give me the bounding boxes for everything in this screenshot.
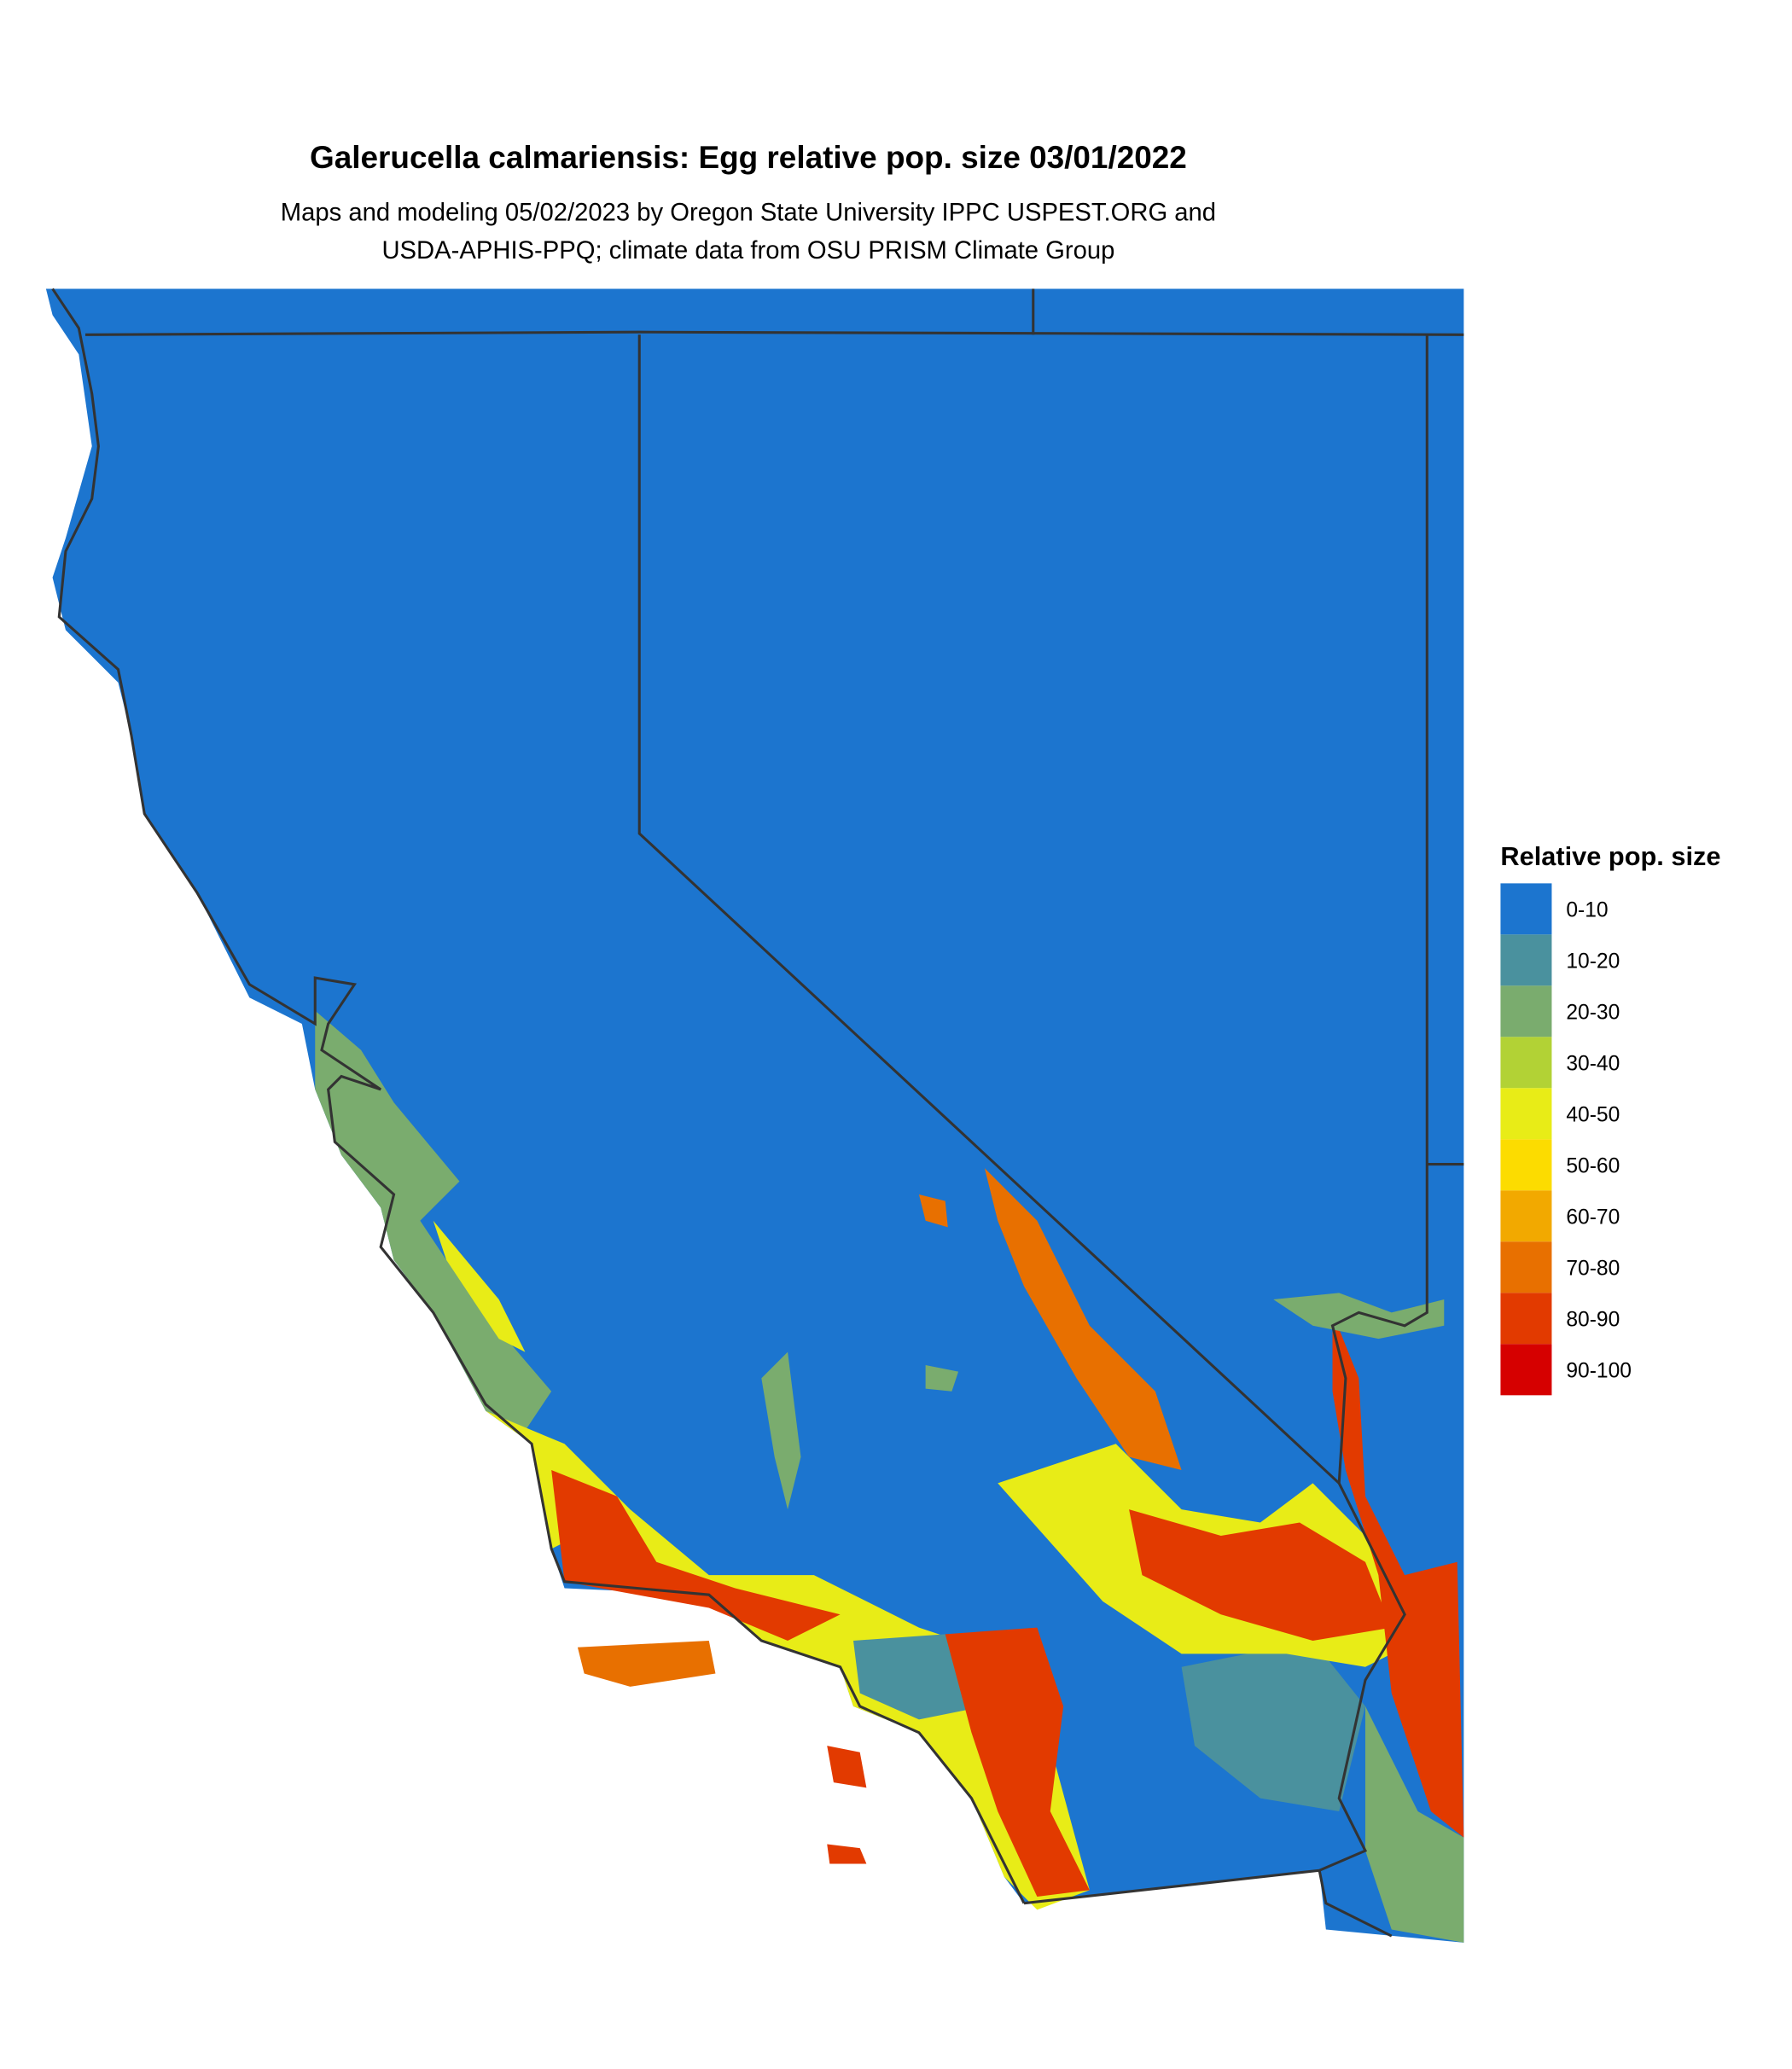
legend-swatch — [1500, 1344, 1552, 1396]
suitability-patches — [315, 1010, 1464, 1943]
legend-label: 30-40 — [1566, 1053, 1620, 1076]
legend-swatch — [1500, 1088, 1552, 1140]
legend-swatch — [1500, 883, 1552, 935]
legend-swatch — [1500, 1241, 1552, 1293]
legend: 0-10 10-20 20-30 30-40 40-50 50-60 60-70 70-80 8… — [1500, 883, 1632, 1396]
legend-label: 40-50 — [1566, 1104, 1620, 1127]
state-borders — [51, 288, 1464, 1938]
legend-label: 50-60 — [1566, 1155, 1620, 1178]
legend-swatch — [1500, 1037, 1552, 1089]
legend-label: 80-90 — [1566, 1309, 1620, 1332]
legend-title: Relative pop. size — [1500, 841, 1720, 871]
legend-label: 20-30 — [1566, 1002, 1620, 1025]
legend-label: 70-80 — [1566, 1258, 1620, 1281]
legend-label: 10-20 — [1566, 950, 1620, 973]
legend-label: 60-70 — [1566, 1206, 1620, 1229]
legend-label: 0-10 — [1566, 899, 1608, 922]
legend-swatch — [1500, 985, 1552, 1037]
legend-swatch — [1500, 1190, 1552, 1242]
map-subtitle: Maps and modeling 05/02/2023 by Oregon S… — [281, 199, 1216, 226]
map — [45, 288, 1464, 1943]
map-title: Galerucella calmariensis: Egg relative p… — [310, 140, 1187, 175]
map-subtitle: USDA-APHIS-PPQ; climate data from OSU PR… — [381, 237, 1114, 264]
legend-swatch — [1500, 934, 1552, 986]
legend-label: 90-100 — [1566, 1360, 1632, 1383]
legend-swatch — [1500, 1293, 1552, 1345]
legend-swatch — [1500, 1139, 1552, 1191]
